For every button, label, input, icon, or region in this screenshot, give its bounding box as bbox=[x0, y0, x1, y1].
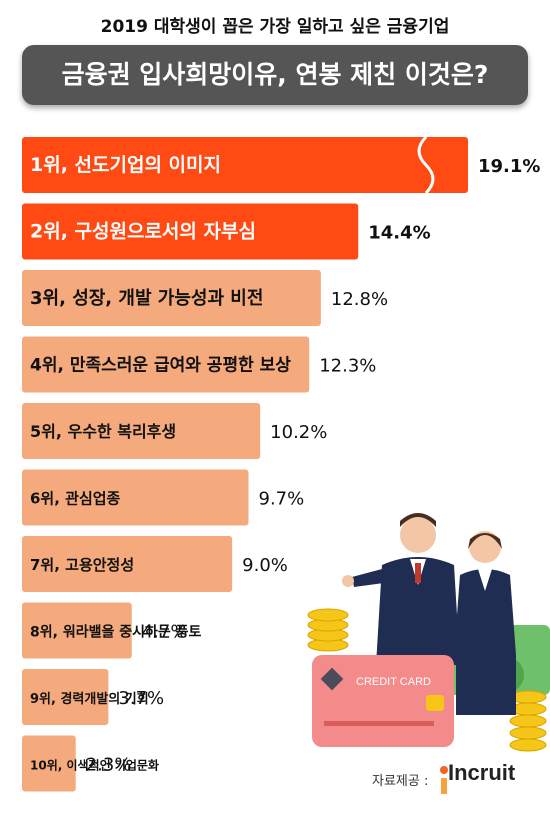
bar-label-3: 3위, 성장, 개발 가능성과 비전 bbox=[30, 288, 263, 309]
value-label-8: 4.7% bbox=[142, 622, 188, 643]
bar-4 bbox=[22, 336, 310, 393]
incruit-logo: Incruit bbox=[448, 760, 516, 785]
value-label-9: 3.7% bbox=[118, 688, 164, 709]
coin-stack-left bbox=[307, 608, 349, 652]
credit-card: CREDIT CARD bbox=[312, 655, 454, 747]
value-label-3: 12.8% bbox=[331, 289, 388, 310]
bar-7 bbox=[22, 536, 233, 592]
bar-9 bbox=[22, 669, 109, 725]
title-box: 금융권 입사희망이유, 연봉 제친 이것은? bbox=[22, 45, 528, 105]
value-label-4: 12.3% bbox=[319, 356, 376, 377]
bar-label-5: 5위, 우수한 복리후생 bbox=[30, 422, 176, 441]
bar-label-6: 6위, 관심업종 bbox=[30, 490, 121, 508]
bar-3 bbox=[22, 270, 321, 326]
value-label-2: 14.4% bbox=[368, 223, 430, 244]
bar-10 bbox=[22, 735, 76, 792]
bar-label-1: 1위, 선도기업의 이미지 bbox=[30, 154, 221, 176]
chart-title: 금융권 입사희망이유, 연봉 제친 이것은? bbox=[61, 60, 489, 89]
bar-1-notch bbox=[417, 135, 435, 195]
source-label: 자료제공 : bbox=[372, 774, 429, 789]
bar-label-10: 10위, 이색적인 기업문화 bbox=[30, 758, 159, 773]
bar-2 bbox=[22, 203, 359, 260]
value-label-5: 10.2% bbox=[270, 422, 327, 443]
incruit-logo-dot bbox=[440, 766, 448, 774]
businessman-figure bbox=[342, 513, 460, 665]
supertitle: 2019 대학생이 꼽은 가장 일하고 싶은 금융기업 bbox=[100, 17, 450, 37]
value-label-1: 19.1% bbox=[478, 156, 540, 177]
bar-8 bbox=[22, 602, 132, 659]
value-label-10: 2.3% bbox=[86, 755, 132, 776]
value-label-7: 9.0% bbox=[242, 555, 288, 576]
coin-stack-right bbox=[509, 690, 547, 752]
bankers-illustration: $ CREDIT CARD bbox=[307, 513, 550, 752]
incruit-logo-bar bbox=[441, 778, 447, 794]
bar-6 bbox=[22, 469, 249, 526]
bar-label-9: 9위, 경력개발의 기회 bbox=[30, 691, 149, 707]
bar-label-4: 4위, 만족스러운 급여와 공평한 보상 bbox=[30, 356, 291, 376]
businesswoman-figure bbox=[454, 531, 516, 715]
credit-card-label: CREDIT CARD bbox=[356, 676, 431, 688]
value-label-6: 9.7% bbox=[259, 489, 305, 510]
bar-1 bbox=[22, 137, 468, 193]
bar-5 bbox=[22, 403, 261, 459]
bar-label-2: 2위, 구성원으로서의 자부심 bbox=[30, 221, 256, 243]
bar-label-8: 8위, 워라밸을 중시하는 풍토 bbox=[30, 624, 201, 641]
bar-label-7: 7위, 고용안정성 bbox=[30, 556, 134, 574]
